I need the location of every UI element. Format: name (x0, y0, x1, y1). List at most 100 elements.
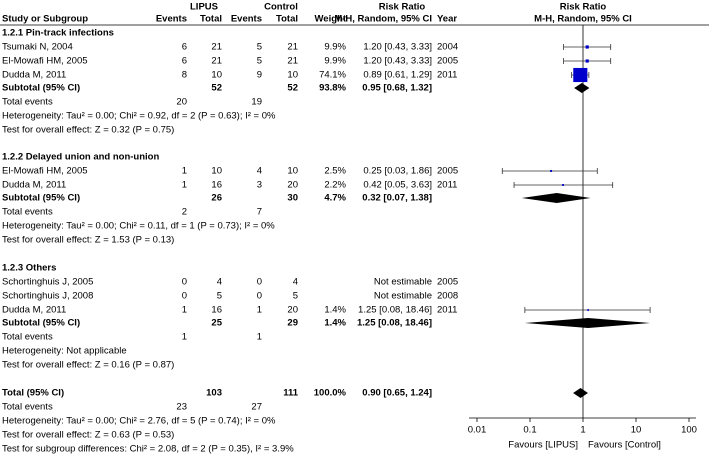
x-tick-label: 0.01 (468, 425, 487, 436)
cell-text: 1.20 [0.43, 3.33] (363, 42, 432, 53)
summary-diamond (524, 318, 651, 328)
cell-text: Risk Ratio (379, 2, 426, 13)
cell-text: El-Mowafi HM, 2005 (2, 166, 88, 177)
cell-text: 2004 (437, 42, 458, 53)
cell-text: 9.9% (324, 42, 346, 53)
cell-text: Total events (2, 402, 53, 413)
cell-text: 93.8% (319, 83, 346, 94)
cell-text: 0.95 [0.68, 1.32] (362, 83, 432, 94)
cell-text: 2011 (437, 305, 457, 316)
cell-text: 100.0% (314, 388, 347, 399)
cell-text: 1.25 [0.08, 18.46] (357, 318, 432, 329)
cell-text: 4 (217, 277, 222, 288)
cell-text: 1 (182, 305, 187, 316)
cell-text: 6 (182, 42, 187, 53)
study-square (585, 59, 589, 63)
cell-text: 0.32 [0.07, 1.38] (362, 193, 432, 204)
cell-text: Total events (2, 97, 53, 108)
cell-text: M-H, Random, 95% CI (534, 14, 632, 25)
cell-text: 103 (206, 388, 222, 399)
cell-text: 26 (211, 193, 222, 204)
cell-text: Test for overall effect: Z = 0.32 (P = 0… (2, 125, 174, 136)
cell-text: 111 (283, 388, 299, 399)
cell-text: Schortinghuis J, 2008 (2, 291, 93, 302)
cell-text: 2011 (437, 180, 457, 191)
cell-text: Subtotal (95% CI) (2, 83, 80, 94)
cell-text: 29 (287, 318, 298, 329)
cell-text: 2.5% (324, 166, 346, 177)
cell-text: 1.20 [0.43, 3.33] (363, 56, 432, 67)
cell-text: 7 (257, 207, 262, 218)
cell-text: Subtotal (95% CI) (2, 193, 80, 204)
cell-text: 4 (257, 166, 262, 177)
cell-text: El-Mowafi HM, 2005 (2, 56, 88, 67)
cell-text: 21 (211, 56, 222, 67)
cell-text: Heterogeneity: Tau² = 0.00; Chi² = 2.76,… (2, 416, 276, 427)
cell-text: 4.7% (324, 193, 346, 204)
cell-text: 0.25 [0.03, 1.86] (363, 166, 432, 177)
cell-text: LIPUS (190, 2, 218, 13)
cell-text: Test for subgroup differences: Chi² = 2.… (2, 444, 294, 455)
cell-text: Heterogeneity: Tau² = 0.00; Chi² = 0.92,… (2, 111, 276, 122)
cell-text: 2 (182, 207, 187, 218)
cell-text: 1.2.2 Delayed union and non-union (2, 152, 159, 163)
cell-text: 5 (217, 291, 222, 302)
summary-diamond (574, 83, 590, 93)
cell-text: 10 (211, 166, 222, 177)
cell-text: Total (200, 14, 222, 25)
cell-text: 2.2% (324, 180, 346, 191)
x-tick-label: 10 (631, 425, 642, 436)
cell-text: 19 (251, 97, 262, 108)
cell-text: Test for overall effect: Z = 1.53 (P = 0… (2, 235, 174, 246)
cell-text: 25 (211, 318, 222, 329)
study-square (587, 309, 590, 311)
cell-text: Dudda M, 2011 (2, 70, 66, 81)
cell-text: 5 (257, 56, 262, 67)
cell-text: Test for overall effect: Z = 0.16 (P = 0… (2, 360, 174, 371)
x-tick-label: 100 (681, 425, 697, 436)
cell-text: 2005 (437, 277, 458, 288)
cell-text: Heterogeneity: Tau² = 0.00; Chi² = 0.11,… (2, 221, 275, 232)
cell-text: 1.25 [0.08, 18.46] (358, 305, 432, 316)
x-tick-label: 0.1 (523, 425, 536, 436)
cell-text: 0.90 [0.65, 1.24] (362, 388, 432, 399)
cell-text: 52 (211, 83, 222, 94)
cell-text: 9.9% (324, 56, 346, 67)
cell-text: 0.42 [0.05, 3.63] (363, 180, 432, 191)
cell-text: 1.4% (324, 305, 346, 316)
cell-text: 20 (287, 305, 298, 316)
cell-text: Not estimable (374, 277, 432, 288)
cell-text: 21 (211, 42, 222, 53)
cell-text: 9 (257, 70, 262, 81)
cell-text: 10 (211, 70, 222, 81)
cell-text: 10 (287, 166, 298, 177)
x-tick-label: 1 (580, 425, 585, 436)
cell-text: 16 (211, 305, 222, 316)
cell-text: 2008 (437, 291, 458, 302)
cell-text: Total events (2, 332, 53, 343)
cell-text: 1.2.1 Pin-track infections (2, 28, 114, 39)
cell-text: 2005 (437, 166, 458, 177)
cell-text: 1 (257, 305, 262, 316)
cell-text: 1 (182, 332, 187, 343)
cell-text: Weight (315, 14, 347, 25)
cell-text: Not estimable (374, 291, 432, 302)
cell-text: 6 (182, 56, 187, 67)
cell-text: 4 (293, 277, 298, 288)
cell-text: Total (95% CI) (2, 388, 64, 399)
cell-text: Schortinghuis J, 2005 (2, 277, 93, 288)
cell-text: Study or Subgroup (2, 14, 88, 25)
cell-text: Events (156, 14, 187, 25)
study-square (585, 45, 589, 49)
favours-left: Favours [LIPUS] (508, 440, 578, 451)
cell-text: Subtotal (95% CI) (2, 318, 80, 329)
cell-text: M-H, Random, 95% CI (334, 14, 432, 25)
cell-text: 5 (257, 42, 262, 53)
cell-text: Events (231, 14, 262, 25)
cell-text: 74.1% (319, 70, 346, 81)
cell-text: Year (437, 14, 457, 25)
cell-text: 23 (176, 402, 187, 413)
cell-text: 21 (287, 42, 298, 53)
study-square (562, 184, 564, 186)
